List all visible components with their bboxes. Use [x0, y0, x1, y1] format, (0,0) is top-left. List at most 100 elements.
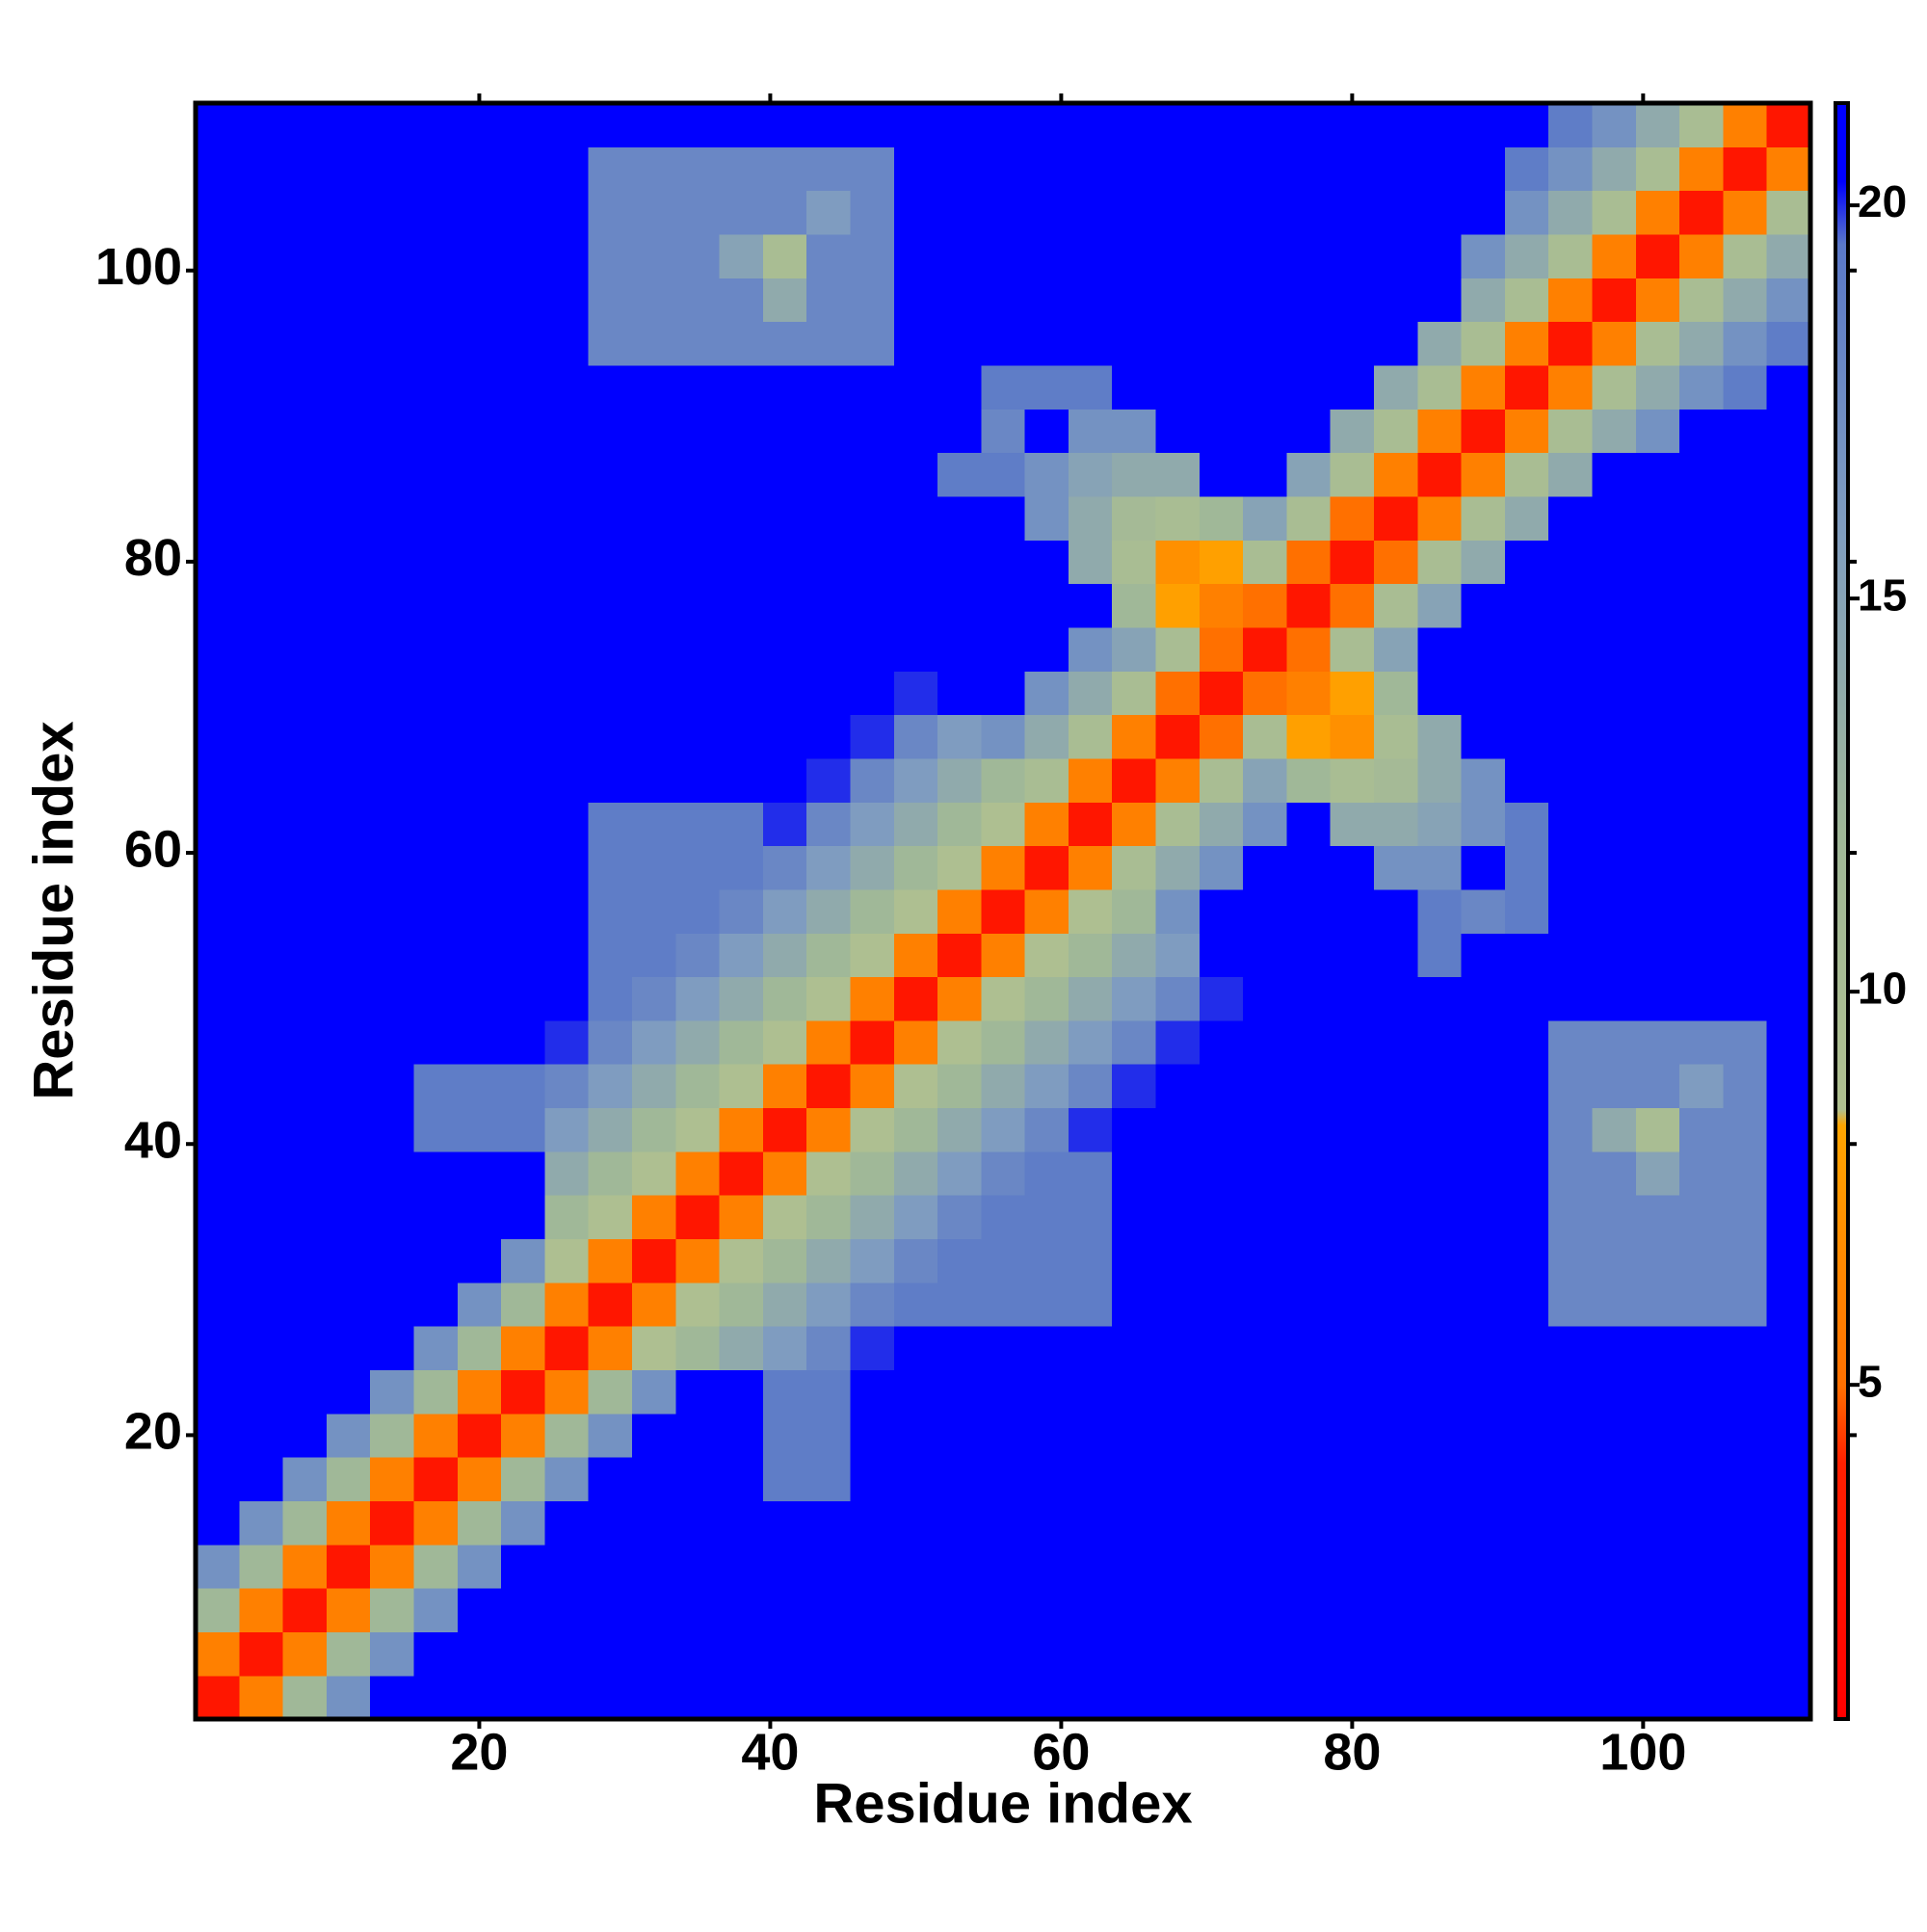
heatmap-cell [1024, 802, 1069, 847]
heatmap-cell [544, 1631, 590, 1677]
heatmap-cell [1330, 452, 1375, 497]
heatmap-cell [631, 1500, 676, 1546]
heatmap-cell [850, 888, 895, 934]
heatmap-cell [1766, 190, 1811, 235]
heatmap-cell [850, 1019, 895, 1065]
heatmap-cell [1766, 540, 1811, 585]
heatmap-cell [501, 364, 545, 410]
heatmap-cell [631, 540, 676, 585]
heatmap-cell [501, 1457, 545, 1501]
heatmap-cell [937, 1500, 982, 1546]
heatmap-cell [631, 626, 676, 672]
heatmap-cell [1504, 845, 1549, 890]
heatmap-cell [501, 802, 545, 847]
heatmap-cell [762, 1238, 807, 1284]
heatmap-cell [850, 626, 895, 672]
heatmap-cell [239, 1282, 284, 1327]
heatmap-cell [1504, 278, 1549, 323]
heatmap-cell [1330, 1019, 1375, 1065]
heatmap-cell [1024, 626, 1069, 672]
heatmap-cell [1068, 1195, 1113, 1240]
heatmap-cell [1155, 364, 1201, 410]
heatmap-cell [1679, 1500, 1725, 1546]
heatmap-cell [1024, 1544, 1069, 1589]
heatmap-cell [1024, 1369, 1069, 1415]
heatmap-cell [762, 1369, 807, 1415]
heatmap-cell [588, 1413, 633, 1458]
heatmap-cell [1286, 146, 1332, 192]
heatmap-cell [981, 626, 1026, 672]
heatmap-cell [1286, 671, 1332, 716]
heatmap-cell [1112, 714, 1157, 759]
heatmap-cell [1243, 146, 1288, 192]
heatmap-cell [1461, 1500, 1506, 1546]
heatmap-cell [1461, 933, 1506, 978]
heatmap-cell [719, 583, 764, 628]
heatmap-cell [1504, 540, 1549, 585]
heatmap-cell [326, 278, 371, 323]
heatmap-cell [1330, 1238, 1375, 1284]
heatmap-cell [1024, 1413, 1069, 1458]
x-axis-title: Residue index [813, 1772, 1192, 1835]
heatmap-cell [1417, 583, 1463, 628]
heatmap-cell [1024, 583, 1069, 628]
heatmap-cell [544, 233, 590, 278]
heatmap-cell [1155, 409, 1201, 454]
heatmap-cell [1548, 452, 1594, 497]
heatmap-cell [1461, 1369, 1506, 1415]
heatmap-cell [937, 190, 982, 235]
heatmap-cell [1024, 845, 1069, 890]
heatmap-cell [1635, 1369, 1680, 1415]
heatmap-cell [1592, 626, 1637, 672]
heatmap-cell [1592, 1064, 1637, 1109]
heatmap-cell [1766, 364, 1811, 410]
heatmap-cell [1112, 1413, 1157, 1458]
heatmap-cell [1635, 626, 1680, 672]
heatmap-cell [1504, 671, 1549, 716]
heatmap-cell [1766, 1500, 1811, 1546]
heatmap-cell [937, 1151, 982, 1196]
heatmap-cell [413, 1195, 459, 1240]
heatmap-cell [1330, 845, 1375, 890]
heatmap-cell [326, 1064, 371, 1109]
heatmap-cell [239, 671, 284, 716]
heatmap-cell [1024, 1457, 1069, 1501]
colorbar-tick-label: 20 [1858, 176, 1907, 226]
heatmap-cell [239, 1675, 284, 1720]
heatmap-cell [937, 976, 982, 1021]
heatmap-cell [1723, 802, 1768, 847]
heatmap-cell [1417, 1064, 1463, 1109]
heatmap-cell [588, 802, 633, 847]
heatmap-cell [588, 1151, 633, 1196]
heatmap-cell [326, 1151, 371, 1196]
heatmap-cell [1461, 495, 1506, 541]
heatmap-cell [675, 278, 721, 323]
heatmap-cell [370, 845, 415, 890]
heatmap-cell [370, 757, 415, 803]
heatmap-cell [1548, 278, 1594, 323]
heatmap-cell [1766, 103, 1811, 147]
heatmap-cell [1330, 233, 1375, 278]
heatmap-cell [1723, 321, 1768, 366]
heatmap-cell [370, 1588, 415, 1632]
heatmap-cell [1461, 1064, 1506, 1109]
heatmap-cell [370, 802, 415, 847]
heatmap-cell [1723, 1457, 1768, 1501]
heatmap-cell [196, 1326, 240, 1371]
heatmap-cell [1504, 364, 1549, 410]
heatmap-cell [1112, 1326, 1157, 1371]
heatmap-cell [1417, 540, 1463, 585]
heatmap-cell [1374, 321, 1418, 366]
heatmap-cell [1635, 452, 1680, 497]
heatmap-cell [850, 233, 895, 278]
heatmap-cell [501, 409, 545, 454]
heatmap-cell [937, 1588, 982, 1632]
heatmap-cell [1374, 1544, 1418, 1589]
heatmap-cell [1504, 495, 1549, 541]
heatmap-cell [981, 714, 1026, 759]
heatmap-cell [762, 888, 807, 934]
heatmap-cell [370, 933, 415, 978]
heatmap-cell [1199, 976, 1244, 1021]
heatmap-cell [1155, 671, 1201, 716]
heatmap-cell [501, 845, 545, 890]
